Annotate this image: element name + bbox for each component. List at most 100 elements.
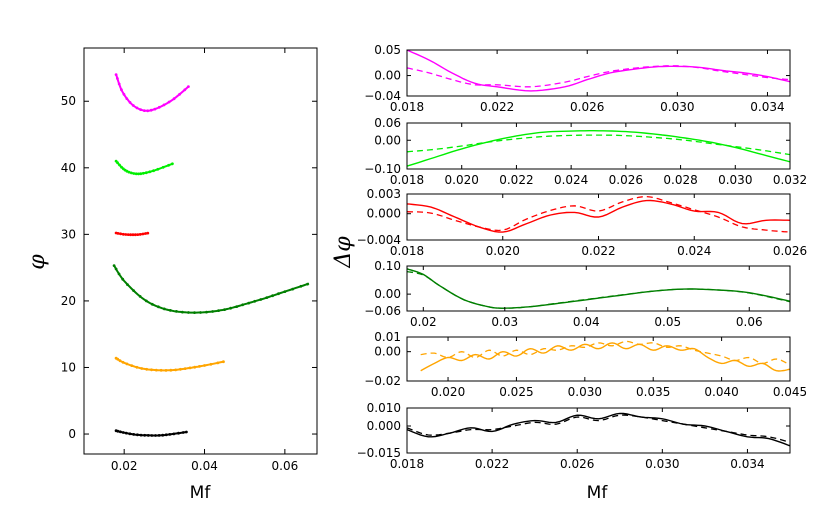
panel-xtick-label: 0.030 [660, 100, 694, 114]
left-point-darkgreen [211, 310, 215, 313]
left-point-black [132, 433, 136, 436]
panel-xtick-label: 0.022 [499, 173, 533, 187]
panel-xtick-label: 0.02 [410, 315, 437, 329]
left-point-black [150, 434, 154, 437]
panel-darkgreen: 0.02 0.03 0.04 0.05 0.06 0.10 0.00 −0.06 [364, 259, 791, 329]
panel-xtick-label: 0.024 [554, 173, 588, 187]
left-point-lime [156, 167, 160, 171]
left-point-red [131, 233, 135, 237]
left-point-darkgreen [265, 296, 269, 299]
left-point-darkgreen [223, 308, 227, 311]
left-point-black [172, 432, 176, 436]
panel-xtick-label: 0.022 [581, 244, 615, 258]
left-point-magenta [128, 101, 132, 104]
left-point-orange [159, 368, 163, 372]
left-point-magenta [172, 97, 176, 101]
left-point-lime [129, 171, 133, 175]
left-point-magenta [125, 97, 129, 100]
panel-xtick-label: 0.045 [773, 385, 807, 399]
left-point-orange [203, 364, 206, 367]
panel-xtick-label: 0.030 [568, 385, 602, 399]
panel-xtick-label: 0.020 [445, 173, 479, 187]
left-point-orange [145, 367, 149, 371]
left-point-lime [171, 162, 174, 166]
left-point-red [144, 232, 148, 235]
left-point-black [146, 434, 150, 437]
left-point-darkgreen [121, 277, 125, 281]
left-point-lime [134, 172, 138, 176]
panel-red: 0.018 0.020 0.022 0.024 0.026 0.003 0.000 −0.00… [357, 187, 808, 258]
panel-xtick-label: 0.034 [750, 100, 784, 114]
panel-ytick-label: −0.004 [357, 233, 401, 247]
panel-ytick-label: −0.015 [357, 446, 401, 460]
left-point-black [139, 433, 143, 437]
panel-magenta-solid-line [407, 50, 790, 92]
panel-xtick-label: 0.05 [654, 315, 681, 329]
left-plot-frame [83, 47, 318, 455]
panel-lime-solid-line [407, 130, 790, 167]
left-point-orange [198, 365, 201, 368]
left-point-darkgreen [306, 282, 309, 286]
left-point-black [136, 433, 139, 437]
left-point-magenta [131, 104, 135, 107]
left-point-darkgreen [229, 306, 233, 310]
left-point-darkgreen [169, 309, 172, 312]
panel-lime-dashed-line [407, 134, 790, 156]
left-ytick-label: 50 [61, 94, 76, 108]
left-point-magenta [153, 107, 157, 111]
left-point-black [118, 430, 122, 434]
panel-ytick-label: −0.02 [364, 374, 401, 388]
left-point-black [128, 432, 132, 436]
left-ytick-label: 30 [61, 227, 76, 241]
left-point-black [121, 431, 125, 434]
panel-xtick-label: 0.06 [736, 315, 763, 329]
left-point-lime [167, 163, 171, 167]
panel-black-solid-line [407, 412, 790, 447]
panel-xtick-label: 0.018 [390, 244, 424, 258]
left-point-darkgreen [132, 289, 136, 292]
left-point-magenta [120, 88, 123, 92]
panel-xtick-label: 0.032 [773, 173, 807, 187]
left-point-darkgreen [193, 311, 196, 314]
panel-xtick-label: 0.018 [390, 173, 424, 187]
left-point-darkgreen [253, 299, 257, 303]
left-point-orange [150, 368, 153, 372]
panel-ytick-label: 0.003 [367, 187, 401, 201]
panel-xtick-label: 0.040 [704, 385, 738, 399]
panel-xtick-label: 0.026 [560, 457, 594, 471]
panel-lime: 0.018 0.020 0.022 0.024 0.026 0.028 0.030 0.032… [364, 116, 807, 187]
left-point-magenta [117, 82, 121, 86]
left-point-darkgreen [144, 299, 148, 303]
left-point-darkgreen [117, 272, 121, 276]
panel-ytick-label: −0.10 [364, 162, 401, 176]
left-series-magenta [115, 74, 190, 112]
left-point-darkgreen [247, 301, 251, 305]
left-ylabel: φ [25, 254, 50, 270]
panel-darkgreen-dashed-line [407, 270, 790, 309]
left-point-darkgreen [199, 311, 202, 314]
left-point-darkgreen [277, 292, 280, 296]
panel-darkgreen-solid-line [407, 268, 790, 309]
panel-orange-dashed-line [420, 340, 790, 366]
left-point-black [154, 434, 157, 437]
left-xtick-label: 0.04 [191, 459, 218, 473]
left-point-red [129, 233, 133, 237]
panel-xtick-label: 0.020 [431, 385, 465, 399]
left-point-black [164, 433, 168, 437]
left-point-darkgreen [235, 305, 239, 308]
panel-xtick-label: 0.024 [677, 244, 711, 258]
left-point-orange [154, 368, 158, 372]
panel-orange-solid-line [420, 342, 790, 372]
left-point-orange [216, 361, 220, 365]
left-xlabel: Mf [190, 483, 212, 503]
left-point-magenta [187, 85, 190, 88]
left-point-red [121, 232, 125, 236]
left-point-red [116, 232, 120, 235]
panel-lime-frame [406, 122, 791, 170]
left-point-magenta [183, 88, 187, 92]
panel-red-solid-line [407, 199, 790, 233]
left-point-orange [140, 367, 144, 370]
left-point-darkgreen [271, 294, 274, 298]
left-point-black [124, 431, 128, 435]
